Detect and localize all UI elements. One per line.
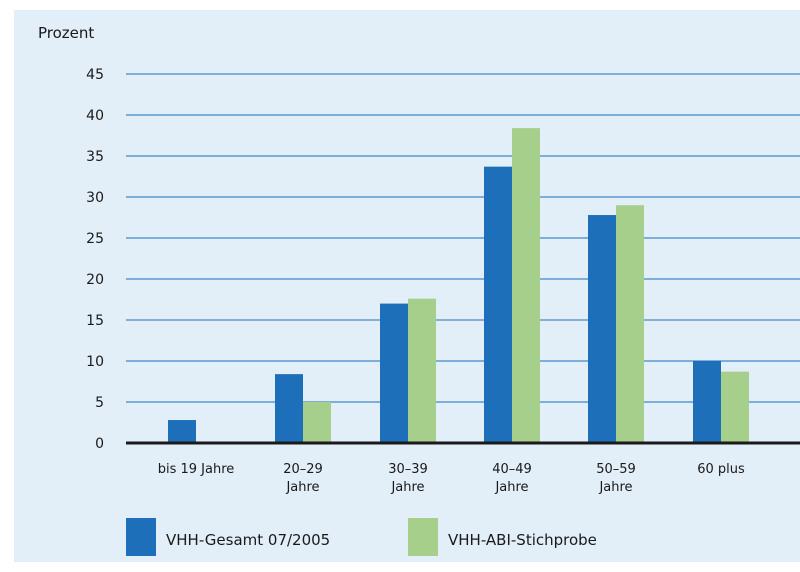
x-category-label: 40–49 (492, 462, 532, 477)
x-category-label: Jahre (390, 480, 424, 495)
legend-swatch (126, 518, 156, 556)
y-tick-label: 40 (86, 108, 104, 124)
bar (616, 205, 644, 443)
bars (168, 128, 749, 443)
x-category-label: 50–59 (596, 462, 636, 477)
bar (168, 420, 196, 443)
bar (588, 215, 616, 443)
legend-swatch (408, 518, 438, 556)
x-axis-labels: bis 19 Jahre 20–29 Jahre 30–39 Jahre 40–49 Jah… (158, 462, 745, 495)
legend-label: VHH-Gesamt 07/2005 (166, 531, 330, 549)
y-tick-label: 20 (86, 272, 104, 288)
x-category-label: 20–29 (283, 462, 323, 477)
bar (721, 371, 749, 443)
x-category-label: bis 19 Jahre (158, 462, 235, 477)
bar (693, 361, 721, 443)
y-axis-unit-label: Prozent (38, 24, 94, 42)
bar (408, 298, 436, 443)
legend-label: VHH-ABI-Stichprobe (448, 531, 597, 549)
bar (303, 402, 331, 443)
bar (275, 374, 303, 443)
chart-panel (14, 10, 800, 562)
bar (380, 303, 408, 443)
gridlines (126, 73, 800, 403)
x-category-label: Jahre (285, 480, 319, 495)
y-tick-label: 25 (86, 231, 104, 247)
legend: VHH-Gesamt 07/2005 VHH-ABI-Stichprobe (126, 518, 597, 556)
y-tick-label: 30 (86, 190, 104, 206)
y-axis-ticks: 0 5 10 15 20 25 30 35 40 45 (86, 67, 104, 452)
y-tick-label: 10 (86, 354, 104, 370)
x-category-label: 60 plus (697, 462, 745, 477)
y-tick-label: 45 (86, 67, 104, 83)
y-tick-label: 0 (95, 436, 104, 452)
x-category-label: Jahre (598, 480, 632, 495)
y-tick-label: 15 (86, 313, 104, 329)
bar (512, 128, 540, 443)
bar (484, 166, 512, 443)
x-category-label: 30–39 (388, 462, 428, 477)
x-category-label: Jahre (494, 480, 528, 495)
y-tick-label: 35 (86, 149, 104, 165)
y-tick-label: 5 (95, 395, 104, 411)
